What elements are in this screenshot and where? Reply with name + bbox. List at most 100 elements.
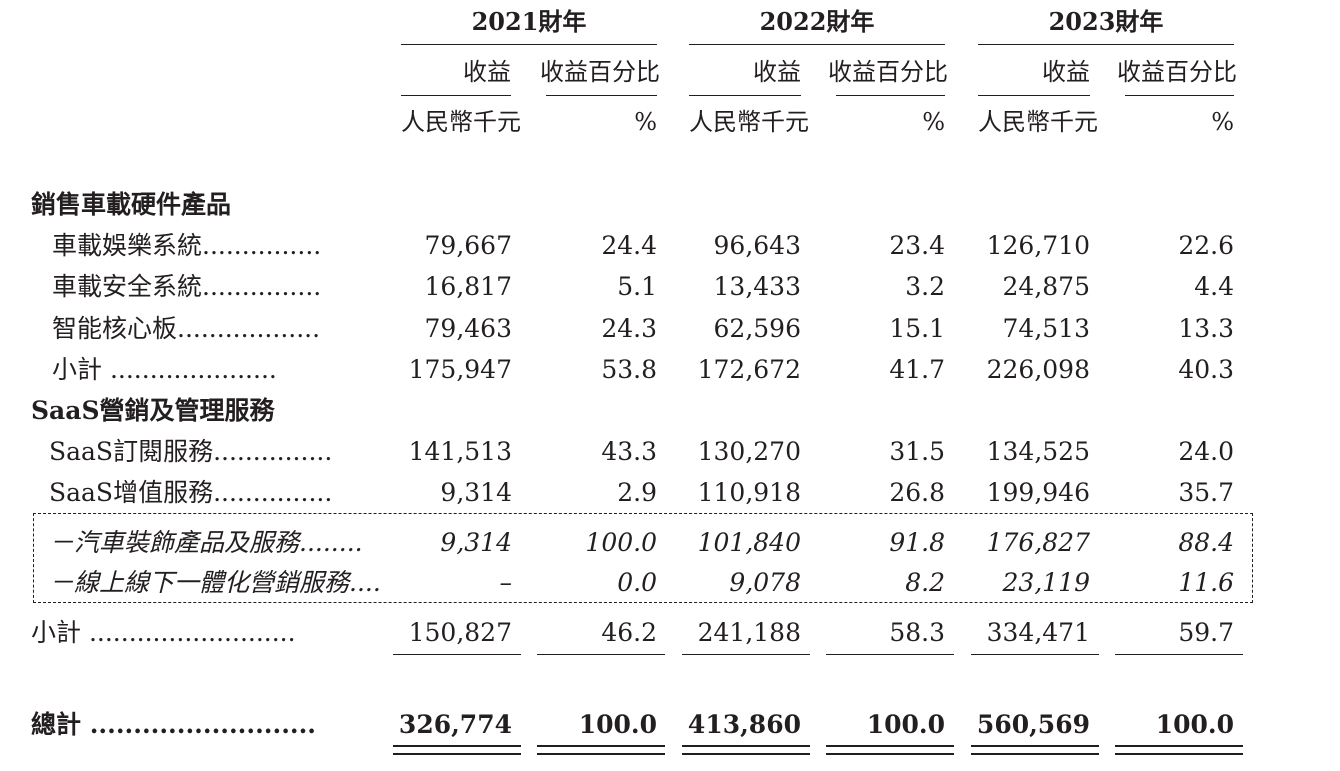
total-cell: 100.0 — [1155, 710, 1234, 739]
total-double-rule — [682, 745, 810, 747]
total-double-rule — [393, 745, 521, 747]
total-double-rule — [682, 753, 810, 755]
section-title-saas: SaaS營銷及管理服務 — [31, 396, 275, 425]
col-revenue-2022: 收益 — [753, 58, 801, 86]
cell: 43.3 — [601, 437, 657, 466]
cell: 79,667 — [424, 231, 512, 260]
cell: 53.8 — [601, 355, 657, 384]
unit-revenue-2022: 人民幣千元 — [689, 108, 809, 136]
cell: 74,513 — [1002, 314, 1090, 343]
col-pct-2021: 收益百分比 — [540, 58, 660, 86]
cell: 24.0 — [1178, 437, 1234, 466]
total-double-rule — [1115, 745, 1243, 747]
total-cell: 100.0 — [866, 710, 945, 739]
subtotal-rule — [971, 654, 1099, 655]
cell: 4.4 — [1194, 272, 1234, 301]
unit-pct-2022: % — [922, 108, 945, 136]
cell: 150,827 — [408, 618, 512, 647]
total-cell: 560,569 — [976, 710, 1090, 739]
cell: 2.9 — [617, 478, 657, 507]
col-revenue-2021: 收益 — [463, 58, 511, 86]
row-label-breakdown: －線上線下一體化營銷服務.... — [49, 568, 381, 597]
cell: 226,098 — [986, 355, 1090, 384]
cell: 40.3 — [1178, 355, 1234, 384]
section-title-hardware: 銷售車載硬件產品 — [31, 190, 232, 219]
row-label-subtotal: 小計 ..................... — [52, 355, 277, 384]
cell: 91.8 — [889, 528, 945, 557]
total-cell: 100.0 — [578, 710, 657, 739]
year-underline-2023 — [978, 44, 1234, 45]
subtotal-rule — [537, 654, 665, 655]
row-label-subtotal: 小計 .......................... — [31, 618, 296, 647]
cell: 88.4 — [1178, 528, 1234, 557]
cell: 130,270 — [697, 437, 801, 466]
sub-underline — [401, 95, 511, 96]
cell: 16,817 — [424, 272, 512, 301]
col-revenue-2023: 收益 — [1042, 58, 1090, 86]
cell: 9,314 — [440, 528, 512, 557]
total-double-rule — [826, 745, 954, 747]
cell: 172,672 — [697, 355, 801, 384]
cell: 24.3 — [601, 314, 657, 343]
total-double-rule — [537, 745, 665, 747]
year-header-2022: 2022財年 — [759, 7, 875, 36]
unit-pct-2021: % — [634, 108, 657, 136]
year-underline-2022 — [689, 44, 945, 45]
cell: 22.6 — [1178, 231, 1234, 260]
unit-revenue-2021: 人民幣千元 — [401, 108, 521, 136]
total-double-rule — [1115, 753, 1243, 755]
cell: 96,643 — [713, 231, 801, 260]
total-double-rule — [393, 753, 521, 755]
cell: 199,946 — [986, 478, 1090, 507]
row-label: SaaS增值服務............... — [49, 478, 333, 507]
total-double-rule — [971, 745, 1099, 747]
cell: 23.4 — [889, 231, 945, 260]
row-label-breakdown: －汽車裝飾產品及服務........ — [49, 528, 363, 557]
cell: 24,875 — [1002, 272, 1090, 301]
subtotal-rule — [682, 654, 810, 655]
cell: 59.7 — [1178, 618, 1234, 647]
sub-underline — [836, 95, 945, 96]
total-cell: 326,774 — [398, 710, 512, 739]
cell: 126,710 — [986, 231, 1090, 260]
cell: 9,078 — [729, 568, 801, 597]
sub-underline — [1125, 95, 1234, 96]
cell: 58.3 — [889, 618, 945, 647]
cell: 15.1 — [889, 314, 945, 343]
total-double-rule — [537, 753, 665, 755]
unit-pct-2023: % — [1211, 108, 1234, 136]
cell: 24.4 — [601, 231, 657, 260]
cell: 5.1 — [617, 272, 657, 301]
cell: 100.0 — [585, 528, 657, 557]
cell: 31.5 — [889, 437, 945, 466]
cell: 26.8 — [889, 478, 945, 507]
col-pct-2023: 收益百分比 — [1117, 58, 1237, 86]
cell: 11.6 — [1178, 568, 1234, 597]
breakdown-dashed-box — [33, 513, 1253, 603]
cell: 101,840 — [697, 528, 801, 557]
cell: 46.2 — [601, 618, 657, 647]
cell: 3.2 — [905, 272, 945, 301]
cell: 134,525 — [986, 437, 1090, 466]
cell: 13,433 — [713, 272, 801, 301]
row-label: 車載安全系統............... — [52, 272, 322, 301]
cell: 62,596 — [713, 314, 801, 343]
cell: 175,947 — [408, 355, 512, 384]
cell: 79,463 — [424, 314, 512, 343]
cell: 41.7 — [889, 355, 945, 384]
unit-revenue-2023: 人民幣千元 — [978, 108, 1098, 136]
row-label: SaaS訂閱服務............... — [49, 437, 333, 466]
year-underline-2021 — [401, 44, 657, 45]
row-label: 智能核心板.................. — [52, 314, 321, 343]
cell: 241,188 — [697, 618, 801, 647]
subtotal-rule — [1115, 654, 1243, 655]
subtotal-rule — [393, 654, 521, 655]
row-label-total: 總計 .......................... — [31, 710, 317, 739]
cell: 35.7 — [1178, 478, 1234, 507]
col-pct-2022: 收益百分比 — [828, 58, 948, 86]
cell: 141,513 — [408, 437, 512, 466]
total-cell: 413,860 — [687, 710, 801, 739]
total-double-rule — [826, 753, 954, 755]
year-header-2021: 2021財年 — [471, 7, 587, 36]
cell: 110,918 — [697, 478, 801, 507]
